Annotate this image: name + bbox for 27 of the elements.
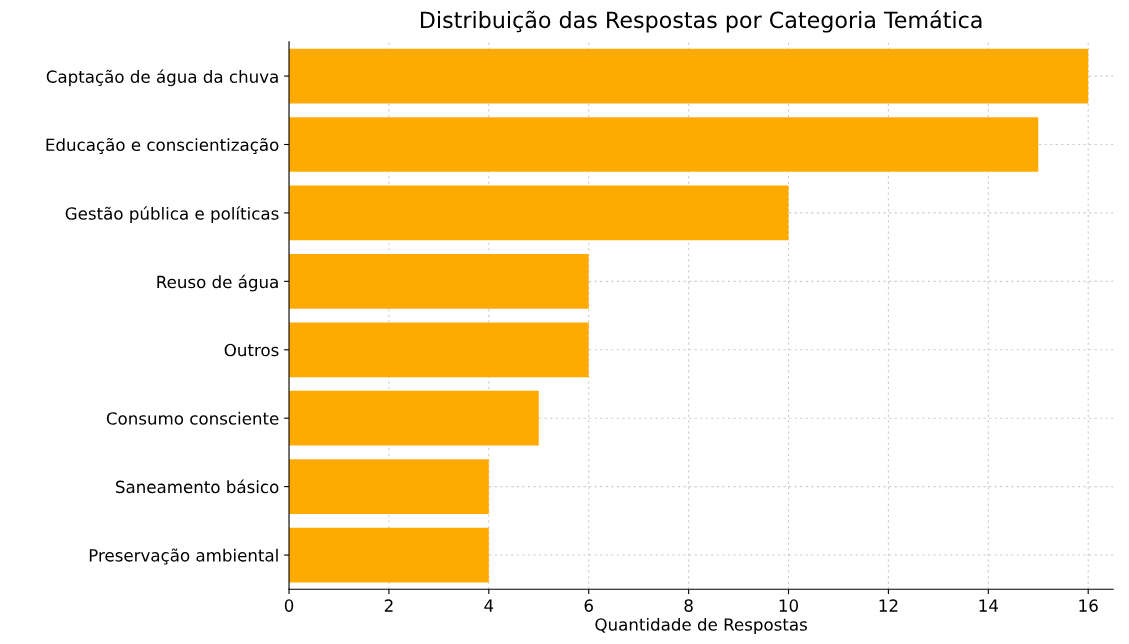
x-tick-label: 8 (684, 599, 693, 612)
y-tick-label: Captação de água da chuva (46, 69, 278, 87)
y-tick-label: Reuso de água (157, 274, 278, 292)
bar (289, 390, 539, 446)
y-tick-label: Educação e conscientização (46, 137, 279, 155)
x-tick-label: 6 (584, 599, 593, 612)
x-tick-label: 10 (779, 599, 799, 612)
y-tick-label: Saneamento básico (116, 479, 279, 494)
bar (289, 459, 489, 514)
y-tick-label: Gestão pública e políticas (65, 206, 279, 224)
x-tick-label: 2 (384, 599, 393, 612)
bar (289, 48, 1089, 104)
chart-title: Distribuição das Respostas por Categoria Temática (420, 10, 982, 33)
bar (289, 185, 789, 241)
x-tick-label: 16 (1079, 599, 1098, 612)
bar (289, 322, 589, 378)
y-tick-label: Preservação ambiental (89, 548, 278, 565)
x-axis-title: Quantidade de Respostas (595, 617, 807, 635)
y-tick-label: Outros (224, 343, 279, 357)
x-tick-label: 4 (484, 599, 494, 612)
bar (289, 253, 589, 309)
x-tick-label: 12 (879, 599, 898, 612)
bar (289, 527, 489, 583)
x-tick-label: 0 (284, 599, 294, 612)
y-tick-label: Consumo consciente (106, 411, 279, 425)
x-tick-label: 14 (979, 599, 998, 612)
bar (289, 117, 1039, 172)
